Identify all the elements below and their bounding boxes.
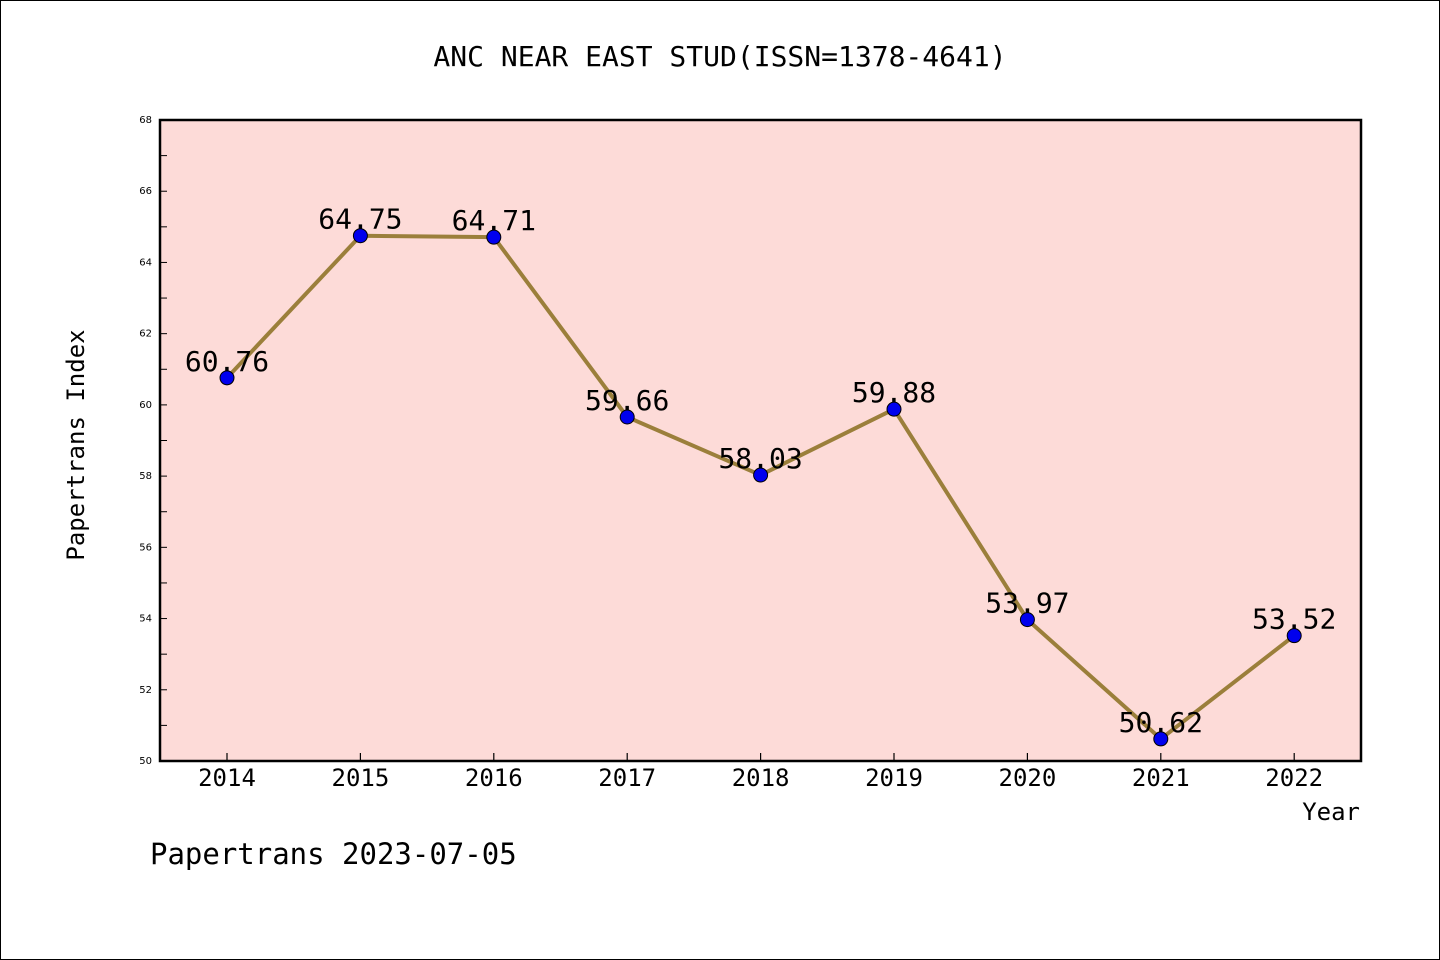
- data-label: 59.66: [585, 384, 669, 417]
- data-point: [352, 228, 368, 244]
- data-label: 64.75: [318, 203, 402, 236]
- chart-title: ANC NEAR EAST STUD(ISSN=1378-4641): [433, 40, 1006, 73]
- data-label: 60.76: [185, 345, 269, 378]
- data-label: 59.88: [852, 376, 936, 409]
- data-point: [886, 401, 902, 417]
- data-point: [219, 370, 235, 386]
- x-tick-label: 2020: [999, 764, 1057, 792]
- y-tick-label: 66: [139, 186, 152, 197]
- data-label: 50.62: [1119, 706, 1203, 739]
- data-labels-layer: 60.76 64.75 64.71 59.66 58.03 59.88 53.97 50.62…: [185, 203, 1336, 739]
- data-point: [1153, 731, 1169, 747]
- plot-area: [158, 118, 1363, 763]
- y-axis: 50 52 54 56 58 60 62 64 66 68: [139, 115, 167, 767]
- x-tick-label: 2018: [732, 764, 790, 792]
- x-tick-label: 2014: [198, 764, 256, 792]
- data-point: [619, 409, 635, 425]
- data-point: [486, 229, 502, 245]
- y-axis-title: Papertrans Index: [62, 329, 90, 560]
- data-label: 53.52: [1252, 603, 1336, 636]
- y-tick-label: 68: [139, 115, 152, 126]
- y-tick-label: 62: [139, 329, 152, 340]
- y-tick-label: 58: [139, 471, 152, 482]
- x-axis: 2014 2015 2016 2017 2018 2019 2020 2021 2022: [198, 753, 1323, 792]
- data-point: [1019, 612, 1035, 628]
- y-tick-label: 50: [139, 756, 152, 767]
- footer-text: Papertrans 2023-07-05: [150, 837, 517, 871]
- x-tick-label: 2022: [1265, 764, 1323, 792]
- x-tick-label: 2015: [332, 764, 390, 792]
- y-tick-label: 64: [139, 257, 152, 268]
- x-tick-label: 2017: [598, 764, 656, 792]
- data-label: 58.03: [718, 442, 802, 475]
- y-tick-label: 52: [139, 685, 152, 696]
- y-tick-label: 56: [139, 542, 152, 553]
- markers-layer: [219, 228, 1302, 747]
- x-tick-label: 2016: [465, 764, 523, 792]
- y-tick-label: 54: [139, 614, 152, 625]
- data-point: [753, 467, 769, 483]
- data-point: [1286, 628, 1302, 644]
- x-tick-label: 2021: [1132, 764, 1190, 792]
- data-label: 53.97: [985, 587, 1069, 620]
- x-tick-label: 2019: [865, 764, 923, 792]
- data-label: 64.71: [452, 204, 536, 237]
- y-tick-label: 60: [139, 400, 152, 411]
- x-axis-title: Year: [1302, 798, 1360, 826]
